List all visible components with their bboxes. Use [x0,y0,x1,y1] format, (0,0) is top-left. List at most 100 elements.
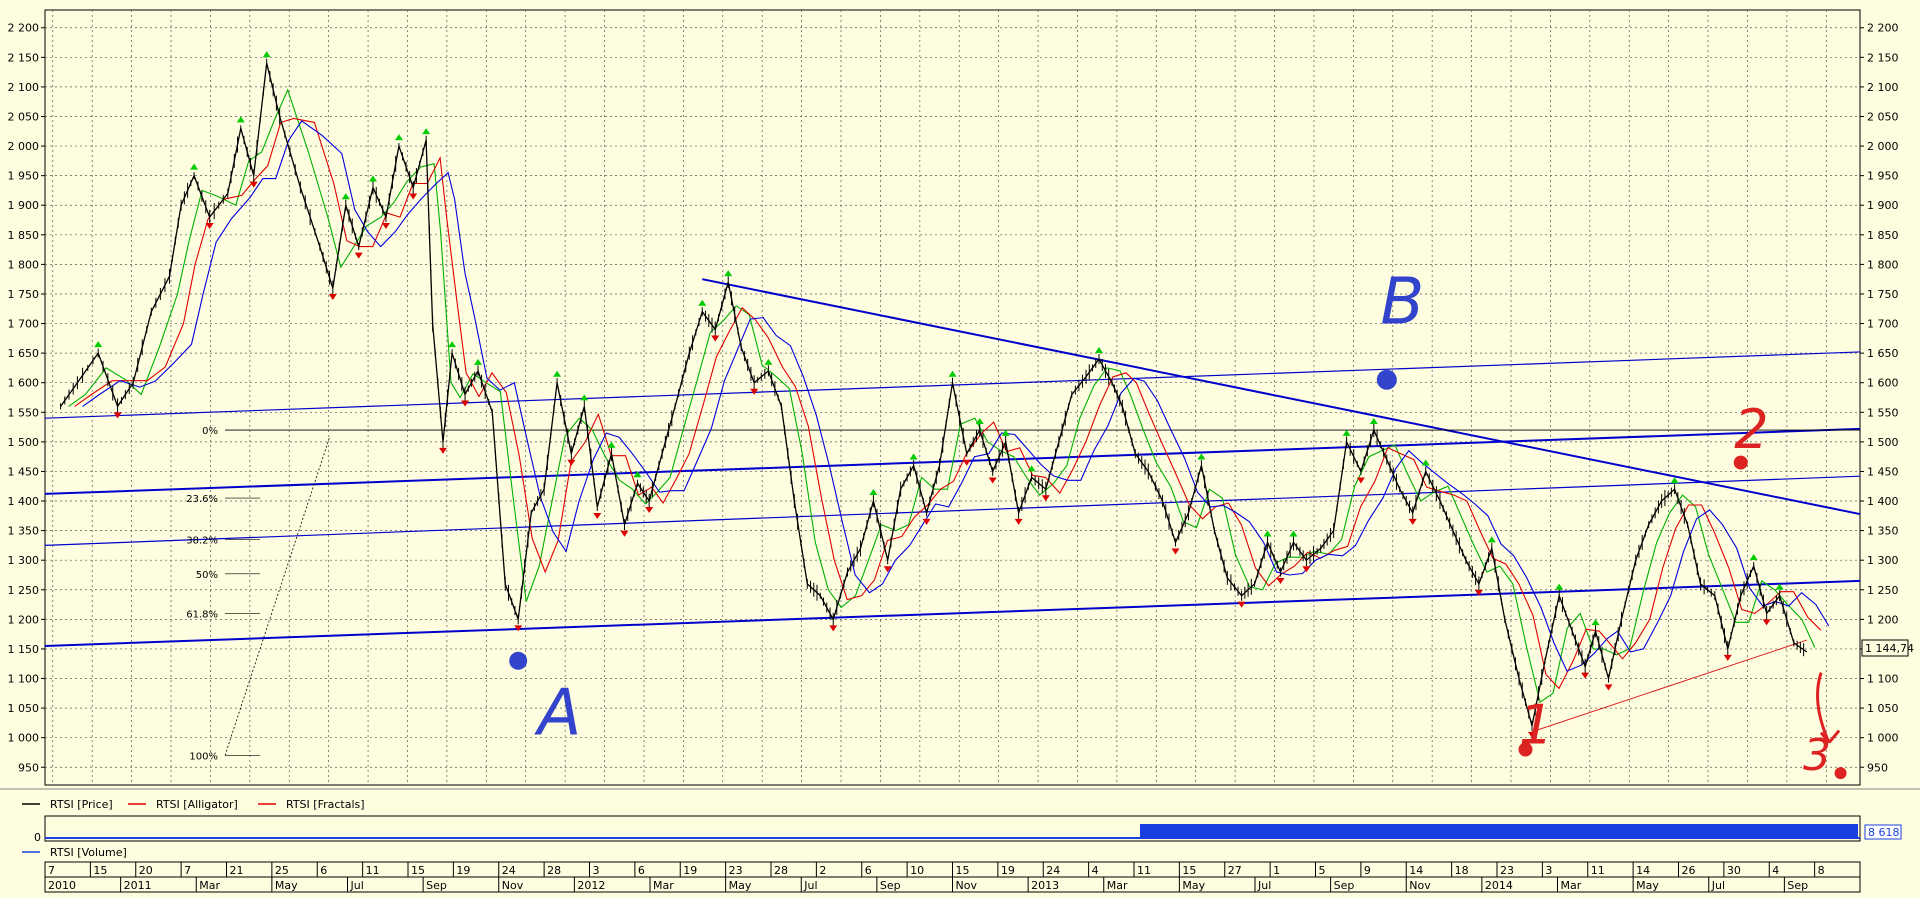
y-tick-label: 1 500 [1867,436,1899,449]
x-tick-month: 2014 [1485,879,1513,892]
fib-level-label: 50% [196,570,218,581]
legend-price: RTSI [Price] [50,798,113,811]
fractal-down [113,412,122,419]
x-tick-month: Mar [653,879,674,892]
fractal-down [439,447,448,454]
fractal-down [249,181,258,188]
fractal-up [948,370,957,377]
x-tick-day: 18 [1455,864,1469,877]
last-price-box [1861,639,1909,657]
annotation-label: B [1380,266,1424,340]
x-tick-day: 15 [411,864,425,877]
x-tick-day: 7 [48,864,55,877]
x-tick-day: 3 [1545,864,1552,877]
fractal-down [1171,548,1180,555]
y-tick-label: 1 050 [8,702,40,715]
x-tick-month: May [1636,879,1659,892]
y-tick-label: 2 200 [8,22,40,35]
y-tick-label: 1 650 [1867,347,1899,360]
x-tick-month: 2013 [1031,879,1059,892]
fib-level-label: 23.6% [186,494,218,505]
x-tick-month: Nov [1409,879,1431,892]
y-tick-label: 2 100 [8,81,40,94]
fractal-down [1356,477,1365,484]
fractal-down [962,459,971,466]
x-tick-month: Jul [803,879,817,892]
y-tick-label: 1 550 [1867,406,1899,419]
fractal-up [1775,583,1784,590]
fractal-up [190,163,199,170]
x-tick-day: 19 [456,864,470,877]
price-series [60,58,1808,731]
fractal-down [354,252,363,259]
volume-axis-zero: 0 [34,831,41,844]
fractal-down [1723,654,1732,661]
y-tick-label: 1 600 [1867,377,1899,390]
y-tick-label: 1 600 [8,377,40,390]
alligator-jaw [82,120,1830,672]
volume-value-box [1864,824,1902,840]
fractal-down [1041,495,1050,502]
x-tick-day: 15 [956,864,970,877]
fractal-down [593,512,602,519]
fib-level-label: 0% [202,426,218,437]
fractal-up [94,341,103,348]
fractal-down [567,459,576,466]
fractal-down [1302,566,1311,573]
y-tick-label: 1 450 [8,465,40,478]
y-tick-label: 1 750 [1867,288,1899,301]
fractal-up [764,358,773,365]
point-b-dot [1376,369,1397,390]
x-tick-day: 10 [910,864,924,877]
point-a-dot [509,651,528,670]
x-tick-day: 21 [230,864,244,877]
fractal-down [461,400,470,407]
fractal-down [1528,731,1537,738]
x-tick-day: 6 [320,864,327,877]
y-tick-label: 1 900 [8,199,40,212]
y-tick-label: 2 050 [8,110,40,123]
x-tick-month: 2010 [48,879,76,892]
y-tick-label: 2 050 [1867,110,1899,123]
fractal-up [698,299,707,306]
fractal-up [1289,530,1298,537]
fib-level-label: 61.8% [186,609,218,620]
x-tick-day: 28 [774,864,788,877]
channel-lower-line [44,475,1861,547]
fractal-up [1094,347,1103,354]
x-tick-day: 15 [1182,864,1196,877]
y-tick-label: 1 050 [1867,702,1899,715]
support-line [44,579,1861,647]
fractal-up [1197,453,1206,460]
annotation-label: A [534,677,582,751]
last-price-label: 1 144,74 [1865,642,1914,655]
fractal-down [922,518,931,525]
fractal-up [368,175,377,182]
x-tick-day: 11 [1591,864,1605,877]
y-tick-label: 1 700 [1867,318,1899,331]
legend: RTSI [Price] RTSI [Alligator] RTSI [Frac… [22,798,365,811]
x-tick-month: Mar [1107,879,1128,892]
y-tick-label: 1 200 [8,613,40,626]
y-tick-label: 2 150 [8,51,40,64]
y-tick-label: 1 850 [1867,229,1899,242]
x-tick-month: Jul [1711,879,1725,892]
fractal-up [448,341,457,348]
y-tick-label: 1 550 [8,406,40,419]
y-tick-label: 1 200 [1867,613,1899,626]
fractal-down [711,335,720,342]
x-tick-month: 2011 [124,879,152,892]
legend-alligator: RTSI [Alligator] [156,798,238,811]
y-tick-label: 1 500 [8,436,40,449]
fractal-up [1263,530,1272,537]
x-tick-day: 7 [184,864,191,877]
fractal-up [1487,536,1496,543]
fractal-down [750,388,759,395]
fibonacci-levels: 0% 23.6% 38.2% 50% 61.8% 100% [186,426,1860,762]
y-tick-label: 1 100 [8,673,40,686]
y-tick-label: 1 000 [1867,732,1899,745]
fractal-up [1342,429,1351,436]
x-tick-day: 28 [547,864,561,877]
